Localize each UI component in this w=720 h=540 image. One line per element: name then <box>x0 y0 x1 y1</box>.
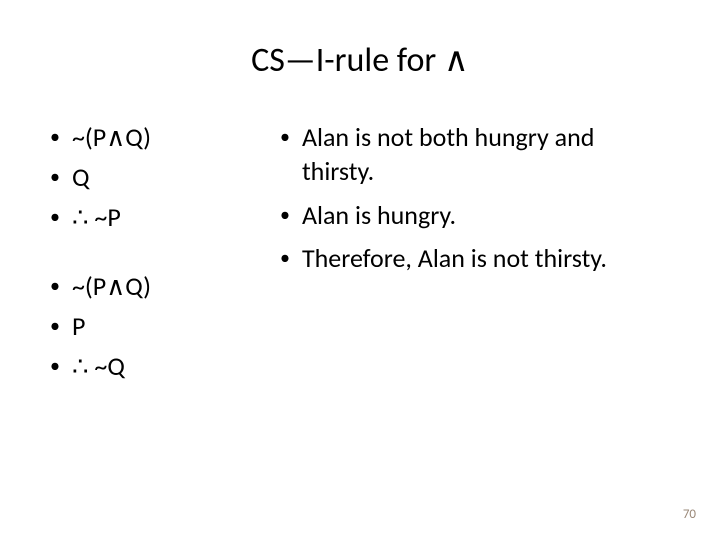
list-item: • ∴ ~Q <box>50 350 250 384</box>
formula-text: P <box>72 310 85 344</box>
list-item: • Therefore, Alan is not thirsty. <box>280 242 670 276</box>
bullet-icon: • <box>280 242 290 274</box>
list-item: • Q <box>50 161 250 195</box>
spacer <box>50 240 250 270</box>
bullet-icon: • <box>50 121 60 153</box>
bullet-icon: • <box>50 350 60 382</box>
bullet-icon: • <box>50 270 60 302</box>
left-column: • ~(P∧Q) • Q • ∴ ~P • ~(P∧Q) • P • <box>50 121 250 390</box>
right-column: • Alan is not both hungry and thirsty. •… <box>280 121 670 390</box>
sentence-text: Therefore, Alan is not thirsty. <box>302 242 607 276</box>
formula-text: ∴ ~Q <box>72 350 125 384</box>
list-item: • Alan is not both hungry and thirsty. <box>280 121 670 189</box>
bullet-icon: • <box>280 199 290 231</box>
formula-text: ~(P∧Q) <box>72 121 151 155</box>
bullet-icon: • <box>50 161 60 193</box>
list-item: • ∴ ~P <box>50 201 250 235</box>
list-item: • ~(P∧Q) <box>50 121 250 155</box>
formula-text: ∴ ~P <box>72 201 121 235</box>
bullet-icon: • <box>50 201 60 233</box>
formula-text: Q <box>72 161 90 195</box>
list-item: • ~(P∧Q) <box>50 270 250 304</box>
sentence-text: Alan is hungry. <box>302 199 456 233</box>
list-item: • Alan is hungry. <box>280 199 670 233</box>
formula-text: ~(P∧Q) <box>72 270 151 304</box>
slide-container: CS—I-rule for ∧ • ~(P∧Q) • Q • ∴ ~P • ~(… <box>0 0 720 540</box>
page-number: 70 <box>683 507 696 522</box>
slide-title: CS—I-rule for ∧ <box>50 40 670 81</box>
sentence-text: Alan is not both hungry and thirsty. <box>302 121 670 189</box>
bullet-icon: • <box>280 121 290 153</box>
bullet-icon: • <box>50 310 60 342</box>
list-item: • P <box>50 310 250 344</box>
content-area: • ~(P∧Q) • Q • ∴ ~P • ~(P∧Q) • P • <box>50 121 670 390</box>
